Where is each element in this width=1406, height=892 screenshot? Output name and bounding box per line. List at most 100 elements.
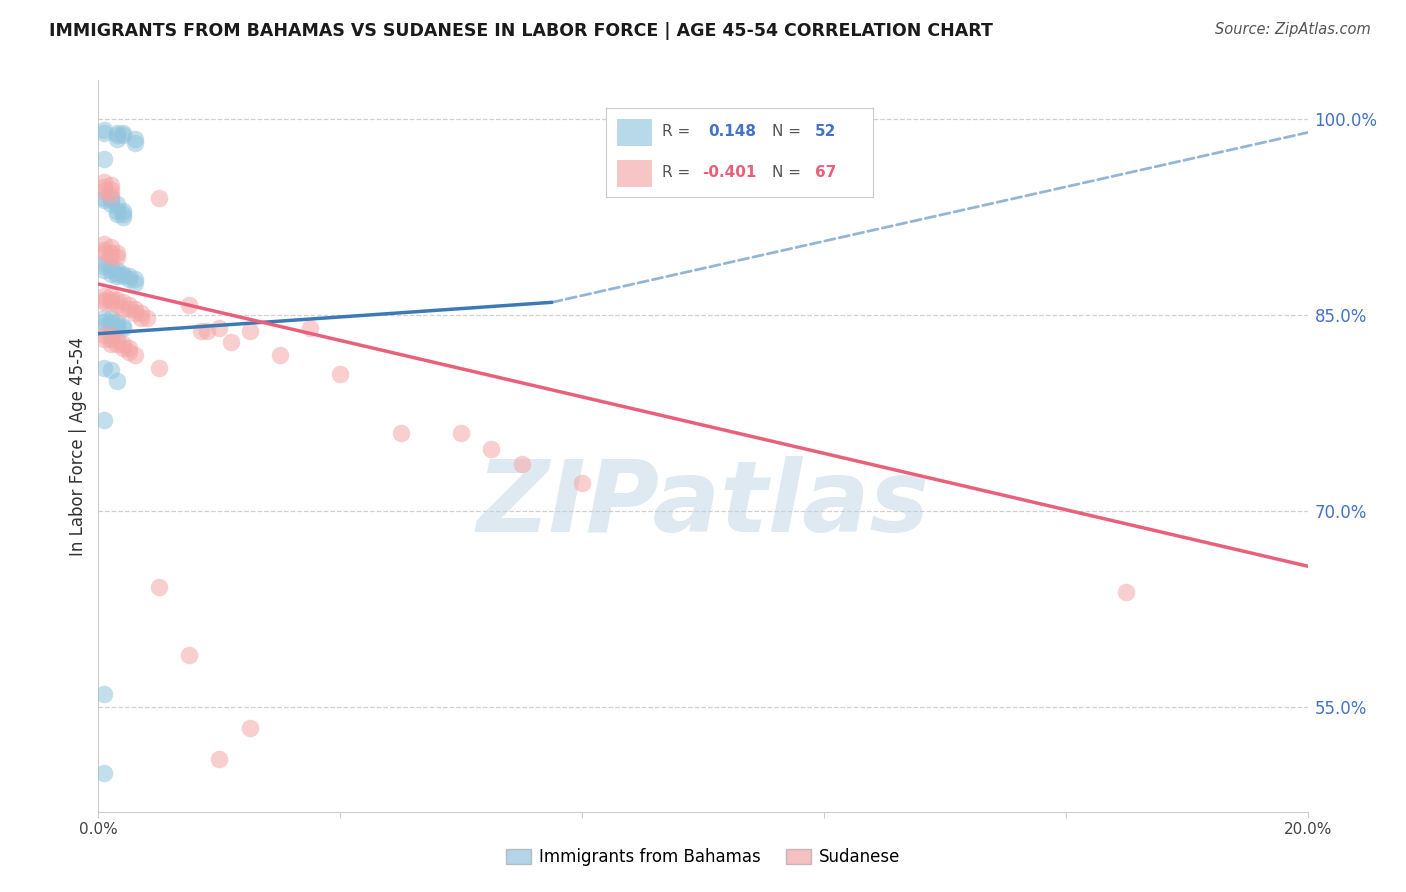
- Point: [93, 191, 115, 205]
- Point: [100, 191, 122, 205]
- Point: [93, 243, 115, 257]
- Text: 0.148: 0.148: [707, 124, 756, 139]
- Point: [105, 262, 128, 277]
- Point: [481, 442, 503, 456]
- Point: [111, 318, 134, 333]
- Point: [179, 648, 201, 662]
- Point: [93, 152, 115, 166]
- Point: [100, 332, 122, 346]
- Point: [124, 301, 146, 316]
- Point: [100, 250, 122, 264]
- Point: [105, 197, 128, 211]
- Point: [105, 245, 128, 260]
- Point: [93, 245, 115, 260]
- Point: [111, 301, 134, 316]
- Point: [239, 721, 262, 735]
- Point: [100, 321, 122, 335]
- Text: Source: ZipAtlas.com: Source: ZipAtlas.com: [1215, 22, 1371, 37]
- Point: [93, 259, 115, 273]
- Point: [118, 301, 141, 316]
- FancyBboxPatch shape: [617, 160, 652, 186]
- Text: R =: R =: [662, 124, 690, 139]
- Point: [100, 183, 122, 197]
- Point: [100, 311, 122, 326]
- Point: [100, 293, 122, 307]
- Point: [100, 194, 122, 208]
- Point: [1115, 585, 1137, 599]
- Point: [100, 295, 122, 310]
- Point: [100, 289, 122, 303]
- Point: [93, 289, 115, 303]
- Point: [100, 315, 122, 329]
- Point: [129, 311, 152, 326]
- Point: [208, 321, 231, 335]
- Point: [93, 123, 115, 137]
- Point: [111, 321, 134, 335]
- Point: [105, 206, 128, 220]
- Point: [100, 259, 122, 273]
- Point: [93, 236, 115, 251]
- Text: IMMIGRANTS FROM BAHAMAS VS SUDANESE IN LABOR FORCE | AGE 45-54 CORRELATION CHART: IMMIGRANTS FROM BAHAMAS VS SUDANESE IN L…: [49, 22, 993, 40]
- Point: [124, 272, 146, 286]
- Point: [208, 752, 231, 766]
- Point: [100, 363, 122, 377]
- Point: [124, 348, 146, 362]
- Point: [111, 295, 134, 310]
- Point: [118, 272, 141, 286]
- Point: [111, 337, 134, 351]
- Point: [93, 194, 115, 208]
- Text: R =: R =: [662, 165, 690, 180]
- Point: [105, 250, 128, 264]
- Point: [105, 318, 128, 333]
- Point: [111, 211, 134, 225]
- Point: [111, 269, 134, 284]
- Point: [135, 311, 157, 326]
- Text: ZIPatlas: ZIPatlas: [477, 456, 929, 553]
- Point: [105, 332, 128, 346]
- Point: [100, 245, 122, 260]
- Point: [93, 295, 115, 310]
- Point: [105, 315, 128, 329]
- Point: [450, 425, 472, 440]
- Point: [195, 324, 218, 338]
- Point: [269, 348, 291, 362]
- Point: [105, 269, 128, 284]
- Point: [105, 267, 128, 281]
- Text: 52: 52: [814, 124, 837, 139]
- Point: [118, 269, 141, 284]
- Point: [93, 311, 115, 326]
- Point: [105, 203, 128, 218]
- Point: [93, 175, 115, 189]
- Point: [111, 206, 134, 220]
- Point: [100, 240, 122, 254]
- Text: -0.401: -0.401: [703, 165, 756, 180]
- Point: [389, 425, 412, 440]
- Point: [105, 321, 128, 335]
- Point: [100, 178, 122, 192]
- Point: [100, 337, 122, 351]
- Point: [93, 328, 115, 343]
- Point: [148, 580, 170, 594]
- Point: [111, 126, 134, 140]
- Point: [148, 360, 170, 375]
- Text: 67: 67: [814, 165, 837, 180]
- Point: [571, 475, 593, 490]
- Point: [93, 180, 115, 194]
- Y-axis label: In Labor Force | Age 45-54: In Labor Force | Age 45-54: [69, 336, 87, 556]
- Point: [105, 293, 128, 307]
- Point: [93, 256, 115, 270]
- Point: [129, 306, 152, 320]
- Point: [105, 128, 128, 143]
- Point: [118, 298, 141, 312]
- Point: [105, 298, 128, 312]
- Point: [100, 262, 122, 277]
- Point: [93, 413, 115, 427]
- Point: [105, 132, 128, 146]
- Point: [124, 136, 146, 150]
- Point: [111, 128, 134, 143]
- Point: [124, 306, 146, 320]
- Point: [111, 203, 134, 218]
- Point: [118, 341, 141, 355]
- Point: [105, 374, 128, 388]
- Point: [105, 337, 128, 351]
